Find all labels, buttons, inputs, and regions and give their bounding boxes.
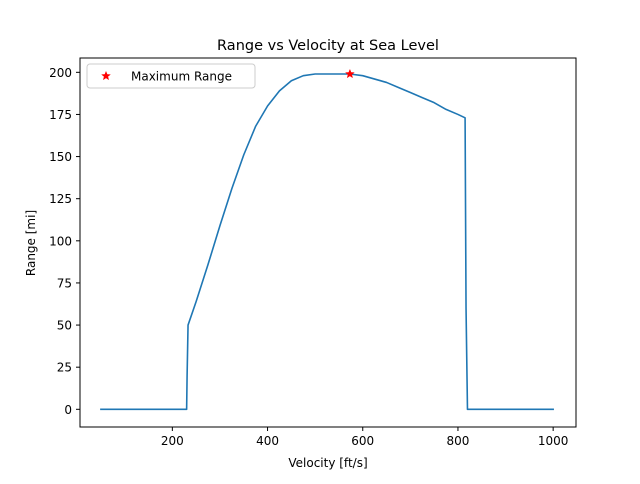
y-tick-label: 150 bbox=[49, 150, 72, 164]
x-axis-label: Velocity [ft/s] bbox=[288, 456, 367, 470]
x-tick-label: 400 bbox=[256, 434, 279, 448]
y-tick-label: 175 bbox=[49, 108, 72, 122]
y-tick-label: 75 bbox=[57, 276, 72, 290]
chart-title: Range vs Velocity at Sea Level bbox=[217, 38, 439, 54]
y-axis-label: Range [mi] bbox=[24, 210, 38, 276]
max-range-marker bbox=[344, 68, 355, 79]
x-tick-label: 1000 bbox=[538, 434, 569, 448]
y-tick-label: 50 bbox=[57, 319, 72, 333]
legend-star-icon bbox=[101, 70, 111, 81]
y-tick-label: 25 bbox=[57, 361, 72, 375]
y-tick-label: 200 bbox=[49, 66, 72, 80]
legend-box bbox=[86, 63, 256, 89]
x-tick-label: 600 bbox=[351, 434, 374, 448]
y-tick-label: 100 bbox=[49, 234, 72, 248]
x-tick-label: 800 bbox=[446, 434, 469, 448]
legend-label: Maximum Range bbox=[131, 70, 232, 84]
x-tick-label: 200 bbox=[161, 434, 184, 448]
series-line-0 bbox=[100, 73, 554, 411]
axes-frame bbox=[79, 57, 577, 428]
y-tick-label: 125 bbox=[49, 192, 72, 206]
y-tick-label: 0 bbox=[64, 403, 72, 417]
legend: Maximum Range bbox=[86, 63, 256, 89]
plot-area: 200 400 600 800 1000 0 25 50 75 100 125 150 175 200 bbox=[49, 57, 577, 448]
